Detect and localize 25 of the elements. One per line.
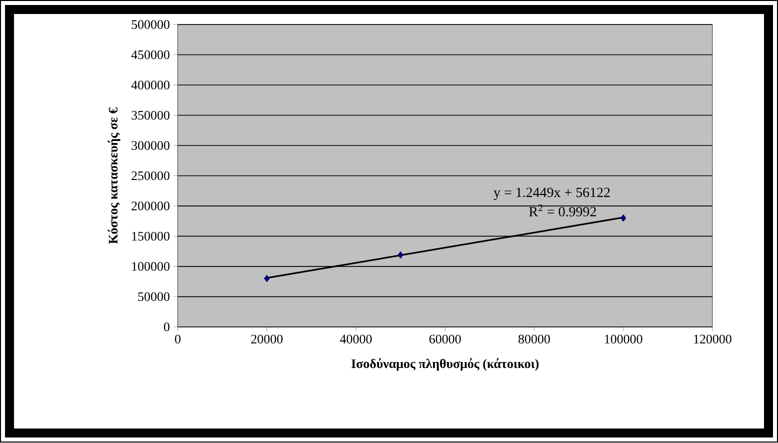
- point: [620, 214, 626, 222]
- y-axis-title: Κόστος κατασκευής σε €: [108, 108, 120, 244]
- point: [398, 251, 404, 259]
- x-tick-label: 60000: [429, 334, 461, 344]
- y-tick-label: 250000: [132, 172, 170, 180]
- x-axis-title: Ισοδύναμος πληθυσμός (κάτοικοι): [351, 358, 539, 371]
- point: [264, 275, 270, 282]
- x-tick-label: 20000: [251, 334, 283, 344]
- y-tick-label: 500000: [132, 20, 170, 30]
- y-tick-label: 100000: [132, 262, 170, 272]
- annotation: R$^{2}$ = 0.9992: [529, 204, 596, 217]
- x-tick-label: 100000: [605, 334, 642, 344]
- x-tick-label: 120000: [694, 334, 732, 344]
- x-tick-label: 80000: [518, 334, 550, 344]
- y-tick-label: 150000: [132, 232, 170, 241]
- x-tick-label: 0: [174, 334, 180, 344]
- y-tick-label: 300000: [132, 141, 170, 150]
- y-tick-label: 450000: [131, 50, 170, 60]
- x-tick-label: 40000: [340, 334, 372, 344]
- y-tick-label: 350000: [132, 111, 170, 120]
- y-tick-label: 400000: [131, 80, 170, 90]
- y-tick-label: 0: [164, 322, 170, 332]
- y-tick-label: 200000: [132, 202, 170, 211]
- y-tick-label: 50000: [138, 292, 170, 302]
- annotation: y = 1.2449x + 56122: [494, 188, 610, 200]
